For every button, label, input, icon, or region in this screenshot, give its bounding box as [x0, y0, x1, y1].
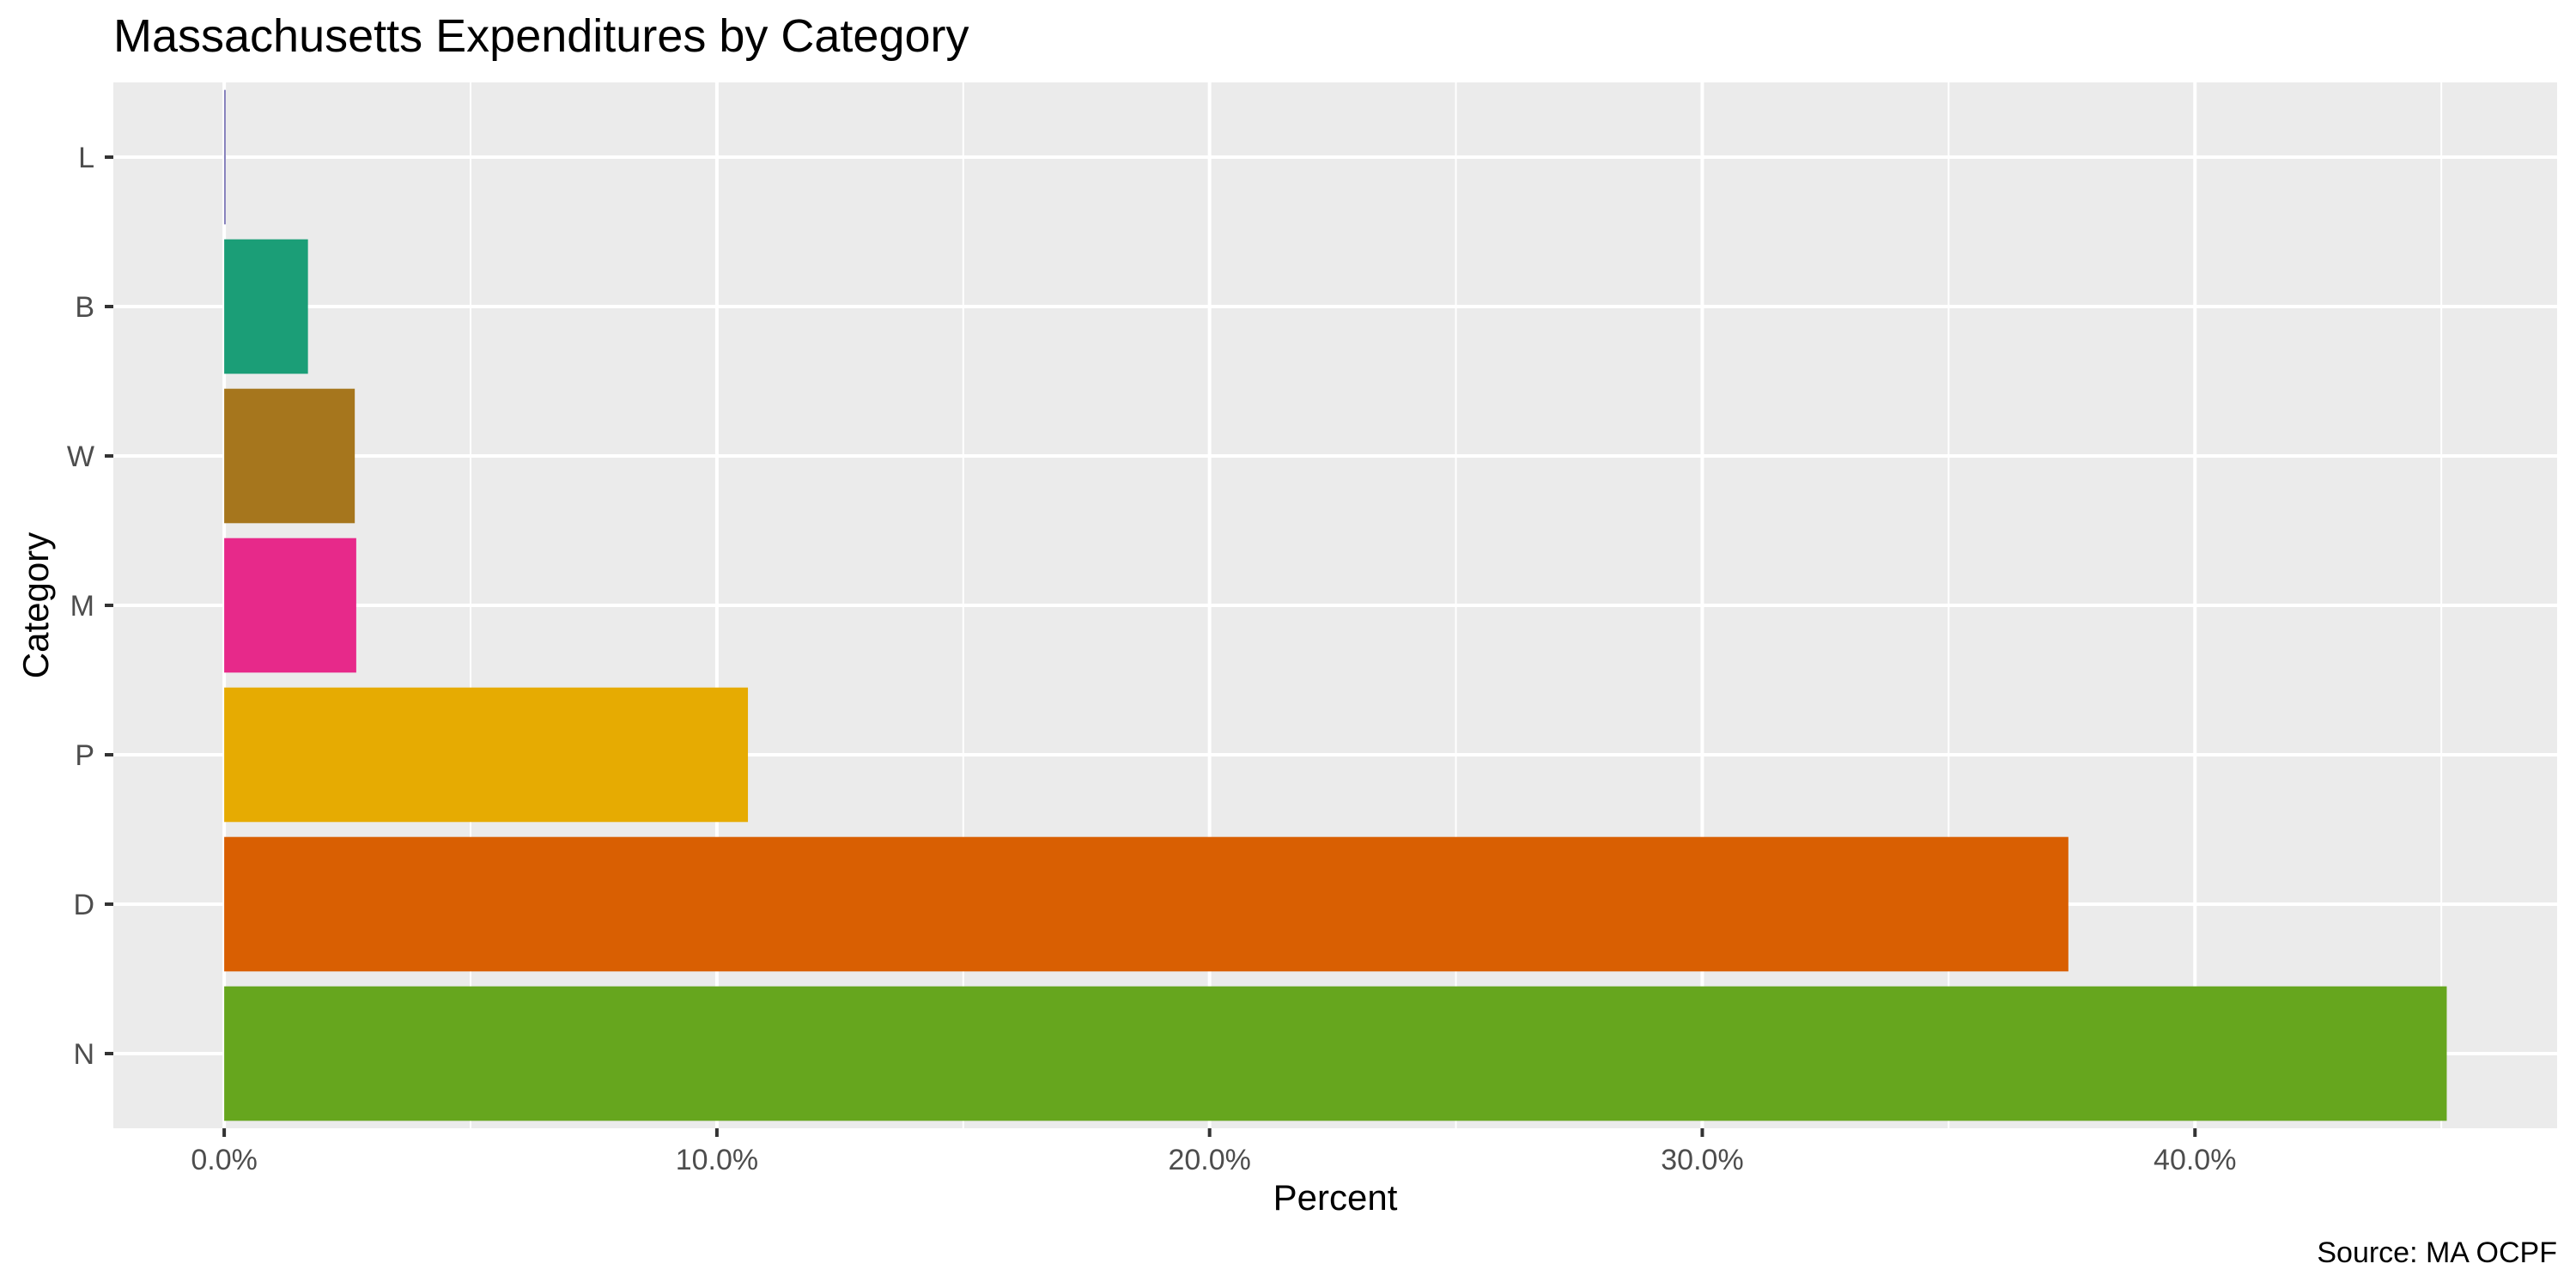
x-tick-label: 0.0% [191, 1144, 258, 1176]
x-tick-label: 10.0% [676, 1144, 758, 1176]
y-tick-label-M: M [70, 590, 94, 623]
y-axis-title: Category [15, 532, 56, 678]
bars [224, 89, 2447, 1121]
y-tick-label-L: L [78, 142, 94, 174]
x-tick-label: 40.0% [2154, 1144, 2236, 1176]
x-axis-title: Percent [1273, 1177, 1398, 1218]
y-tick-label-P: P [75, 739, 94, 772]
y-tick-label-D: D [73, 889, 94, 921]
bar-B [224, 239, 308, 374]
bar-P [224, 687, 749, 823]
bar-M [224, 538, 356, 673]
chart-title: Massachusetts Expenditures by Category [113, 10, 969, 62]
chart-caption: Source: MA OCPF [2317, 1236, 2557, 1269]
bar-D [224, 836, 2069, 972]
x-tick-label: 20.0% [1168, 1144, 1250, 1176]
bar-L [224, 89, 226, 225]
x-tick-label: 30.0% [1661, 1144, 1743, 1176]
y-axis: L B W M P D N [67, 142, 113, 1071]
bar-N [224, 986, 2447, 1121]
y-tick-label-W: W [67, 440, 94, 473]
bar-W [224, 388, 355, 524]
x-axis: 0.0% 10.0% 20.0% 30.0% 40.0% [191, 1128, 2236, 1176]
y-tick-label-N: N [73, 1038, 94, 1071]
y-tick-label-B: B [75, 291, 94, 324]
